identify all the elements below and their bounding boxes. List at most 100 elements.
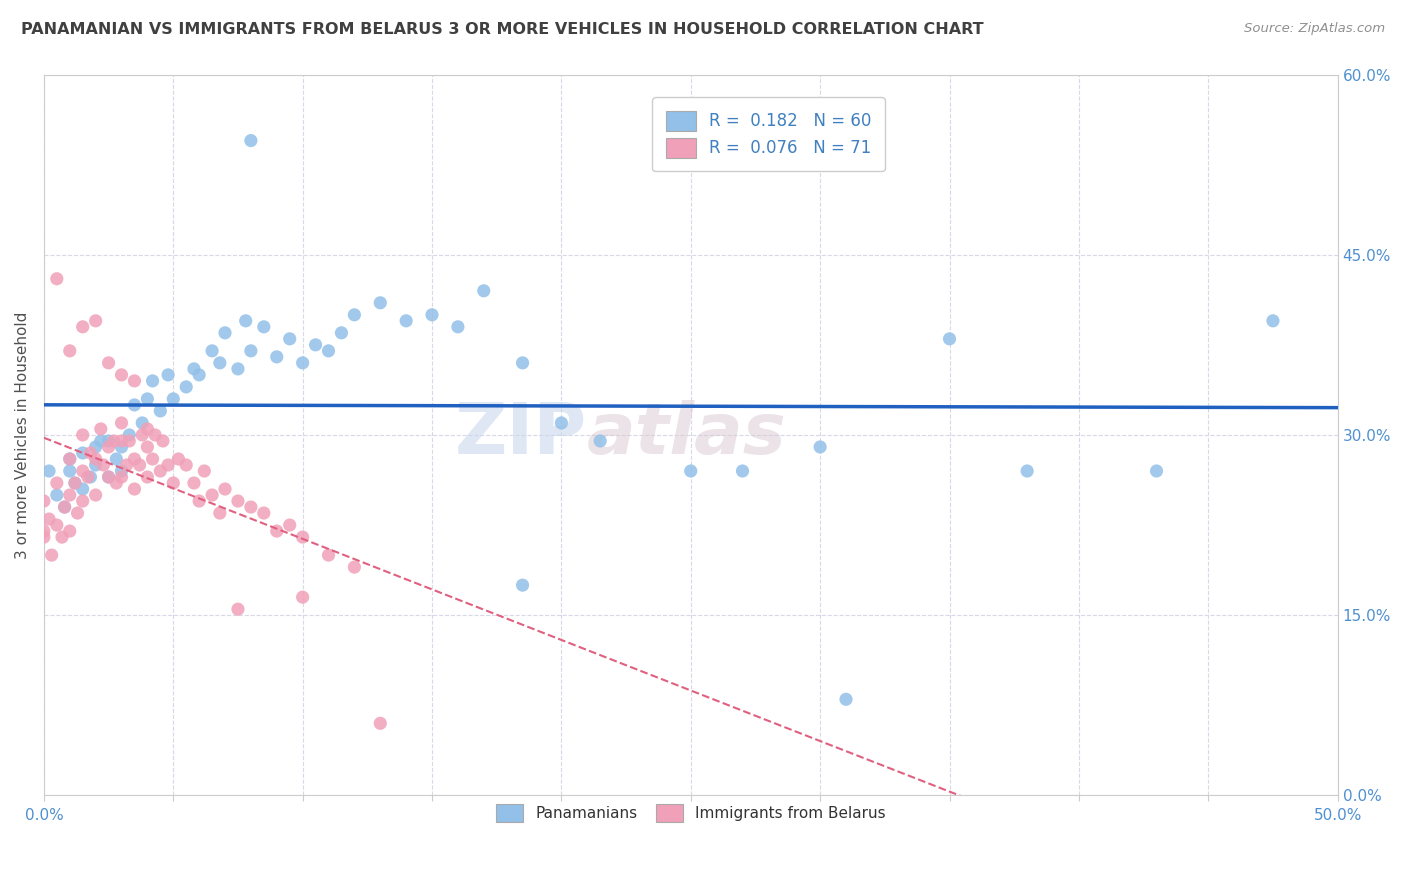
Point: [32, 524, 55, 538]
Point: [128, 458, 150, 472]
Point: [183, 362, 205, 376]
Point: [115, 458, 138, 472]
Point: [291, 590, 314, 604]
Point: [72, 446, 94, 460]
Point: [938, 332, 960, 346]
Point: [330, 326, 353, 340]
Point: [118, 434, 141, 448]
Text: ZIP: ZIP: [456, 401, 588, 469]
Point: [368, 716, 391, 731]
Point: [157, 458, 180, 472]
Point: [188, 368, 211, 382]
Point: [79, 446, 101, 460]
Point: [291, 530, 314, 544]
Point: [97, 470, 120, 484]
Point: [201, 343, 224, 358]
Point: [318, 343, 340, 358]
Point: [253, 319, 276, 334]
Point: [368, 295, 391, 310]
Point: [291, 356, 314, 370]
Point: [1017, 464, 1039, 478]
Point: [32, 494, 55, 508]
Point: [167, 452, 190, 467]
Point: [808, 440, 831, 454]
Point: [59, 524, 82, 538]
Point: [214, 482, 236, 496]
Point: [105, 452, 128, 467]
Point: [149, 464, 172, 478]
Point: [59, 464, 82, 478]
Point: [84, 440, 107, 454]
Point: [110, 464, 132, 478]
Point: [118, 428, 141, 442]
Point: [97, 440, 120, 454]
Point: [162, 392, 184, 406]
Point: [53, 500, 76, 514]
Point: [343, 560, 366, 574]
Point: [90, 422, 112, 436]
Point: [51, 530, 73, 544]
Point: [105, 475, 128, 490]
Y-axis label: 3 or more Vehicles in Household: 3 or more Vehicles in Household: [15, 311, 30, 558]
Point: [136, 440, 159, 454]
Point: [318, 548, 340, 562]
Point: [45, 488, 67, 502]
Point: [149, 404, 172, 418]
Point: [266, 350, 288, 364]
Point: [835, 692, 858, 706]
Point: [84, 452, 107, 467]
Point: [731, 464, 754, 478]
Point: [395, 314, 418, 328]
Point: [38, 464, 60, 478]
Point: [512, 356, 534, 370]
Point: [124, 452, 146, 467]
Point: [59, 452, 82, 467]
Point: [66, 506, 89, 520]
Point: [239, 343, 262, 358]
Point: [84, 458, 107, 472]
Point: [550, 416, 572, 430]
Point: [77, 470, 100, 484]
Point: [253, 506, 276, 520]
Point: [174, 458, 197, 472]
Point: [239, 500, 262, 514]
Point: [110, 368, 132, 382]
Point: [142, 374, 165, 388]
Point: [201, 488, 224, 502]
Point: [53, 500, 76, 514]
Point: [157, 368, 180, 382]
Point: [72, 428, 94, 442]
Point: [278, 332, 301, 346]
Point: [152, 434, 174, 448]
Point: [343, 308, 366, 322]
Point: [93, 458, 115, 472]
Point: [45, 518, 67, 533]
Text: atlas: atlas: [588, 401, 787, 469]
Point: [124, 374, 146, 388]
Text: Source: ZipAtlas.com: Source: ZipAtlas.com: [1244, 22, 1385, 36]
Point: [131, 428, 153, 442]
Point: [110, 416, 132, 430]
Point: [174, 380, 197, 394]
Point: [131, 416, 153, 430]
Point: [103, 434, 125, 448]
Point: [142, 452, 165, 467]
Point: [124, 482, 146, 496]
Point: [97, 434, 120, 448]
Point: [472, 284, 495, 298]
Point: [136, 422, 159, 436]
Point: [84, 488, 107, 502]
Legend: Panamanians, Immigrants from Belarus: Panamanians, Immigrants from Belarus: [484, 791, 898, 835]
Point: [589, 434, 612, 448]
Point: [188, 494, 211, 508]
Point: [79, 470, 101, 484]
Point: [110, 440, 132, 454]
Point: [1261, 314, 1284, 328]
Point: [110, 434, 132, 448]
Point: [84, 314, 107, 328]
Point: [239, 134, 262, 148]
Point: [59, 488, 82, 502]
Point: [226, 602, 249, 616]
Point: [97, 470, 120, 484]
Point: [512, 578, 534, 592]
